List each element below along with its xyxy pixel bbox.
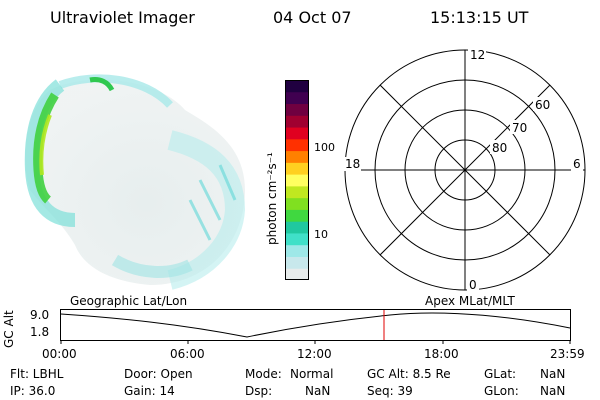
timeline-y-top: 9.0 <box>30 308 50 322</box>
colorbar-segment <box>285 138 309 152</box>
lat-label-70: 70 <box>512 121 527 135</box>
info-glon-label: GLon: <box>484 384 519 398</box>
lat-label-60: 60 <box>535 98 550 112</box>
colorbar-unit-label: photon cm⁻²s⁻¹ <box>265 152 279 245</box>
mlt-label-18: 18 <box>345 157 360 171</box>
polar-diagonal-2 <box>379 84 551 256</box>
orbit-altitude-curve <box>60 312 571 338</box>
info-ip: IP: 36.0 <box>10 384 56 398</box>
colorbar-segment <box>285 232 309 246</box>
time-label: 15:13:15 UT <box>430 8 529 27</box>
mlt-label-0: 0 <box>469 278 477 292</box>
timeline-tick-2359: 23:59 <box>550 347 585 361</box>
colorbar-segment <box>285 209 309 222</box>
colorbar-segment <box>285 103 309 116</box>
info-seq: Seq: 39 <box>367 384 413 398</box>
timeline-tick-1800: 18:00 <box>424 347 459 361</box>
colorbar-frame <box>285 80 309 280</box>
colorbar-segment <box>285 174 309 187</box>
colorbar <box>285 80 309 280</box>
info-gc-alt: GC Alt: 8.5 Re <box>367 367 451 381</box>
colorbar-segment <box>285 115 309 128</box>
info-glat-value: NaN <box>540 367 566 381</box>
instrument-title: Ultraviolet Imager <box>50 8 195 27</box>
info-mode-value: Normal <box>290 367 334 381</box>
colorbar-segment <box>285 256 309 269</box>
lat-label-80: 80 <box>492 141 507 155</box>
colorbar-segment <box>285 197 309 210</box>
info-dsp-value: NaN <box>305 384 331 398</box>
colorbar-segment <box>285 150 309 163</box>
info-door: Door: Open <box>124 367 193 381</box>
auroral-image <box>24 74 246 290</box>
timeline-right-label: Apex MLat/MLT <box>425 294 515 308</box>
colorbar-segment <box>285 80 309 93</box>
info-dsp-label: Dsp: <box>245 384 273 398</box>
info-glat-label: GLat: <box>484 367 517 381</box>
info-glon-value: NaN <box>540 384 566 398</box>
info-flt: Flt: LBHL <box>10 367 64 381</box>
timeline-tick-0600: 06:00 <box>170 347 205 361</box>
colorbar-segment <box>285 91 309 105</box>
colorbar-segment <box>285 162 309 175</box>
info-gain: Gain: 14 <box>124 384 175 398</box>
info-mode-label: Mode: <box>245 367 282 381</box>
colorbar-segment <box>285 185 309 199</box>
colorbar-tick-10: 10 <box>314 228 328 241</box>
timeline-plot <box>60 309 571 344</box>
timeline-tick-1200: 12:00 <box>297 347 332 361</box>
timeline-axis-label: GC Alt <box>2 310 16 348</box>
colorbar-tick-100: 100 <box>314 141 335 154</box>
timeline-tick-0000: 00:00 <box>42 347 77 361</box>
timeline-left-label: Geographic Lat/Lon <box>70 294 188 308</box>
colorbar-segment <box>285 127 309 140</box>
colorbar-segment <box>285 221 309 234</box>
colorbar-segment <box>285 244 309 257</box>
date-label: 04 Oct 07 <box>273 8 352 27</box>
timeline-y-bottom: 1.8 <box>30 325 50 339</box>
polar-plot: 12 18 6 0 60 70 80 <box>343 47 586 292</box>
mlt-label-12: 12 <box>470 48 485 62</box>
mlt-label-6: 6 <box>573 157 581 171</box>
colorbar-segment <box>285 268 309 280</box>
